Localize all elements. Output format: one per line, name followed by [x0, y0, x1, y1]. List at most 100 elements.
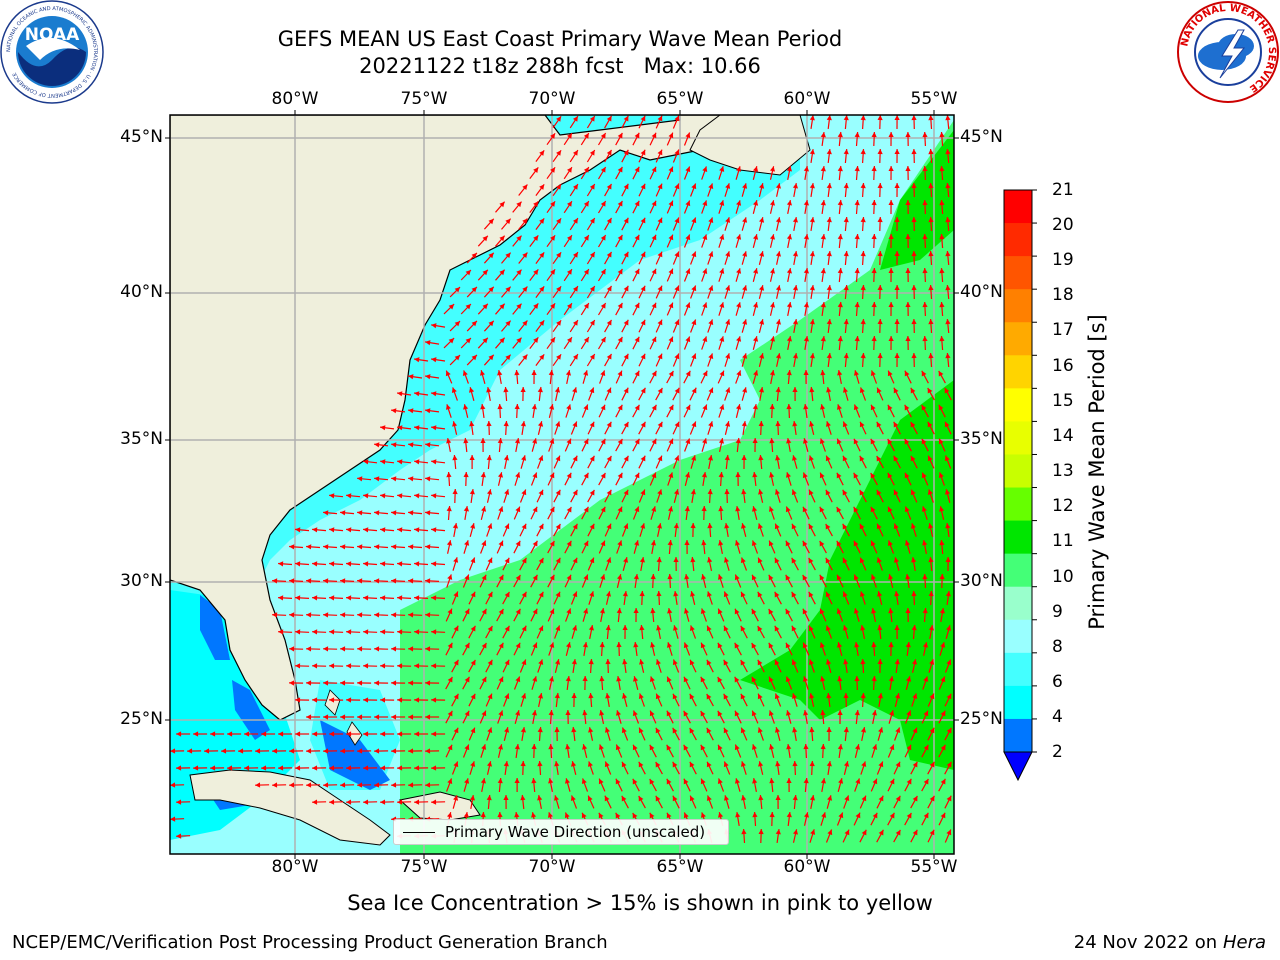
colorbar-bin — [1004, 190, 1032, 224]
wave-direction-arrowhead — [640, 251, 646, 258]
wave-direction-arrowhead — [464, 710, 470, 717]
wave-direction-arrowhead — [939, 608, 945, 614]
wave-direction-arrowhead — [567, 201, 572, 207]
wave-direction-arrowhead — [691, 387, 697, 394]
wave-direction-arrowhead — [480, 404, 486, 410]
wave-direction-arrowhead — [905, 540, 910, 546]
wave-direction-arrowhead — [391, 782, 397, 788]
wave-direction-arrowhead — [888, 268, 894, 273]
wave-direction-arrowhead — [870, 370, 876, 376]
wave-direction-arrowhead — [425, 510, 431, 516]
wave-direction-arrowhead — [504, 659, 510, 666]
wave-direction-arrowhead — [837, 302, 843, 308]
wave-direction-arrowhead — [425, 340, 431, 346]
wave-direction-arrowhead — [520, 421, 526, 427]
colorbar-tick: 6 — [1052, 672, 1063, 692]
wave-direction-arrowhead — [617, 404, 623, 411]
wave-direction-arrowhead — [894, 319, 900, 324]
wave-direction-arrowhead — [623, 557, 629, 563]
wave-direction-arrowhead — [889, 710, 895, 716]
wave-direction-arrowhead — [843, 149, 849, 155]
wave-direction-arrowhead — [707, 455, 713, 461]
period-band-2-4-c — [320, 720, 390, 790]
colorbar — [1003, 189, 1037, 782]
wave-direction-arrowhead — [809, 285, 815, 291]
wave-direction-arrowhead — [757, 727, 763, 733]
wave-direction-arrowhead — [928, 149, 934, 155]
wave-direction-arrowhead — [893, 387, 899, 394]
wave-direction-arrowhead — [940, 710, 946, 717]
wave-direction-arrowhead — [454, 321, 460, 327]
wave-direction-arrowhead — [481, 676, 487, 683]
lon-tick-bottom-70w: 70°W — [528, 857, 576, 877]
wave-direction-arrowhead — [803, 676, 808, 682]
wave-direction-arrowhead — [702, 336, 708, 342]
wave-direction-arrowhead — [685, 438, 691, 445]
wave-direction-arrowhead — [894, 625, 900, 630]
wave-direction-arrowhead — [740, 659, 746, 666]
wave-direction-arrowhead — [836, 608, 842, 615]
wave-direction-arrowhead — [397, 595, 403, 601]
wave-direction-arrowhead — [633, 574, 639, 580]
wave-direction-arrowhead — [532, 506, 538, 513]
wave-direction-arrowhead — [391, 578, 397, 584]
wave-direction-arrowhead — [889, 778, 895, 785]
wave-direction-arrowhead — [860, 319, 866, 325]
wave-direction-arrowhead — [566, 404, 572, 410]
wave-direction-arrowhead — [408, 646, 414, 652]
wave-direction-arrowhead — [853, 506, 859, 513]
wave-direction-arrowhead — [452, 421, 458, 427]
wave-direction-arrowhead — [621, 795, 627, 802]
wave-direction-arrowhead — [774, 557, 780, 564]
wave-direction-arrowhead — [634, 336, 640, 343]
wave-direction-arrowhead — [922, 506, 927, 512]
wave-direction-arrowhead — [480, 778, 486, 784]
wave-direction-arrowhead — [668, 438, 674, 445]
wave-direction-arrowhead — [555, 659, 561, 665]
wave-direction-arrowhead — [548, 676, 554, 682]
wave-direction-arrowhead — [911, 251, 917, 257]
wave-direction-arrowhead — [803, 166, 809, 172]
wave-direction-arrowhead — [566, 608, 572, 614]
wave-direction-arrowhead — [792, 217, 798, 223]
wave-direction-arrowhead — [877, 591, 883, 597]
wave-direction-arrowhead — [751, 676, 757, 683]
colorbar-tick: 21 — [1052, 180, 1074, 200]
wave-direction-arrowhead — [702, 438, 708, 444]
wave-direction-arrowhead — [567, 133, 572, 139]
wave-direction-arrowhead — [940, 744, 946, 751]
wave-direction-arrowhead — [555, 625, 561, 631]
wave-direction-arrowhead — [719, 370, 725, 377]
wave-direction-arrowhead — [431, 323, 437, 329]
wave-direction-arrowhead — [651, 234, 657, 241]
wave-direction-arrowhead — [674, 319, 680, 326]
wave-direction-arrowhead — [809, 421, 815, 427]
wave-direction-arrowhead — [623, 387, 629, 394]
wave-direction-arrowhead — [634, 472, 640, 479]
wave-direction-arrowhead — [312, 629, 318, 635]
wave-direction-arrowhead — [928, 285, 934, 291]
wave-direction-arrowhead — [770, 166, 775, 172]
wave-direction-arrowhead — [666, 710, 672, 717]
wave-direction-arrowhead — [505, 218, 511, 225]
wave-direction-arrowhead — [357, 680, 363, 686]
wave-direction-arrowhead — [521, 489, 527, 496]
wave-direction-arrowhead — [550, 269, 556, 275]
wave-direction-arrowhead — [414, 765, 420, 771]
wave-direction-arrowhead — [572, 489, 578, 496]
wave-direction-arrowhead — [599, 710, 605, 716]
wave-direction-arrowhead — [323, 714, 329, 720]
wave-direction-arrowhead — [922, 540, 928, 546]
wave-direction-arrowhead — [573, 150, 578, 156]
wave-direction-arrowhead — [244, 765, 250, 771]
wave-direction-arrowhead — [521, 659, 527, 666]
wave-direction-arrowhead — [939, 166, 945, 172]
wave-direction-arrowhead — [533, 235, 539, 241]
wave-direction-arrowhead — [604, 761, 610, 768]
wave-direction-arrowhead — [700, 778, 706, 785]
wave-direction-arrowhead — [685, 472, 691, 478]
wave-direction-arrowhead — [708, 183, 714, 189]
wave-direction-arrowhead — [640, 319, 646, 326]
wave-direction-arrowhead — [826, 353, 832, 359]
wave-direction-arrowhead — [363, 527, 369, 533]
